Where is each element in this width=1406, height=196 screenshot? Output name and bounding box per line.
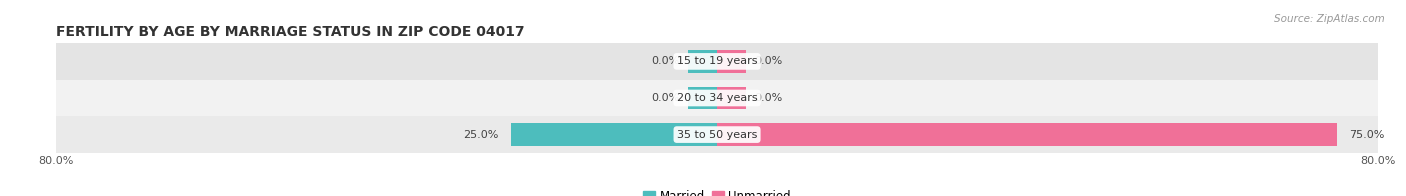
Bar xyxy=(688,87,717,109)
Text: 0.0%: 0.0% xyxy=(651,93,681,103)
Text: Source: ZipAtlas.com: Source: ZipAtlas.com xyxy=(1274,14,1385,24)
Text: 0.0%: 0.0% xyxy=(754,93,783,103)
Text: 0.0%: 0.0% xyxy=(651,56,681,66)
Text: 20 to 34 years: 20 to 34 years xyxy=(676,93,758,103)
Text: 25.0%: 25.0% xyxy=(463,130,498,140)
Text: 0.0%: 0.0% xyxy=(754,56,783,66)
Text: 75.0%: 75.0% xyxy=(1348,130,1385,140)
Bar xyxy=(56,80,1378,116)
Bar xyxy=(688,50,717,73)
Legend: Married, Unmarried: Married, Unmarried xyxy=(638,185,796,196)
Bar xyxy=(717,87,747,109)
Text: 35 to 50 years: 35 to 50 years xyxy=(676,130,758,140)
Text: 15 to 19 years: 15 to 19 years xyxy=(676,56,758,66)
Bar xyxy=(510,123,717,146)
Text: FERTILITY BY AGE BY MARRIAGE STATUS IN ZIP CODE 04017: FERTILITY BY AGE BY MARRIAGE STATUS IN Z… xyxy=(56,25,524,39)
Bar xyxy=(56,116,1378,153)
Bar xyxy=(717,50,747,73)
Bar xyxy=(717,123,1337,146)
Bar xyxy=(56,43,1378,80)
